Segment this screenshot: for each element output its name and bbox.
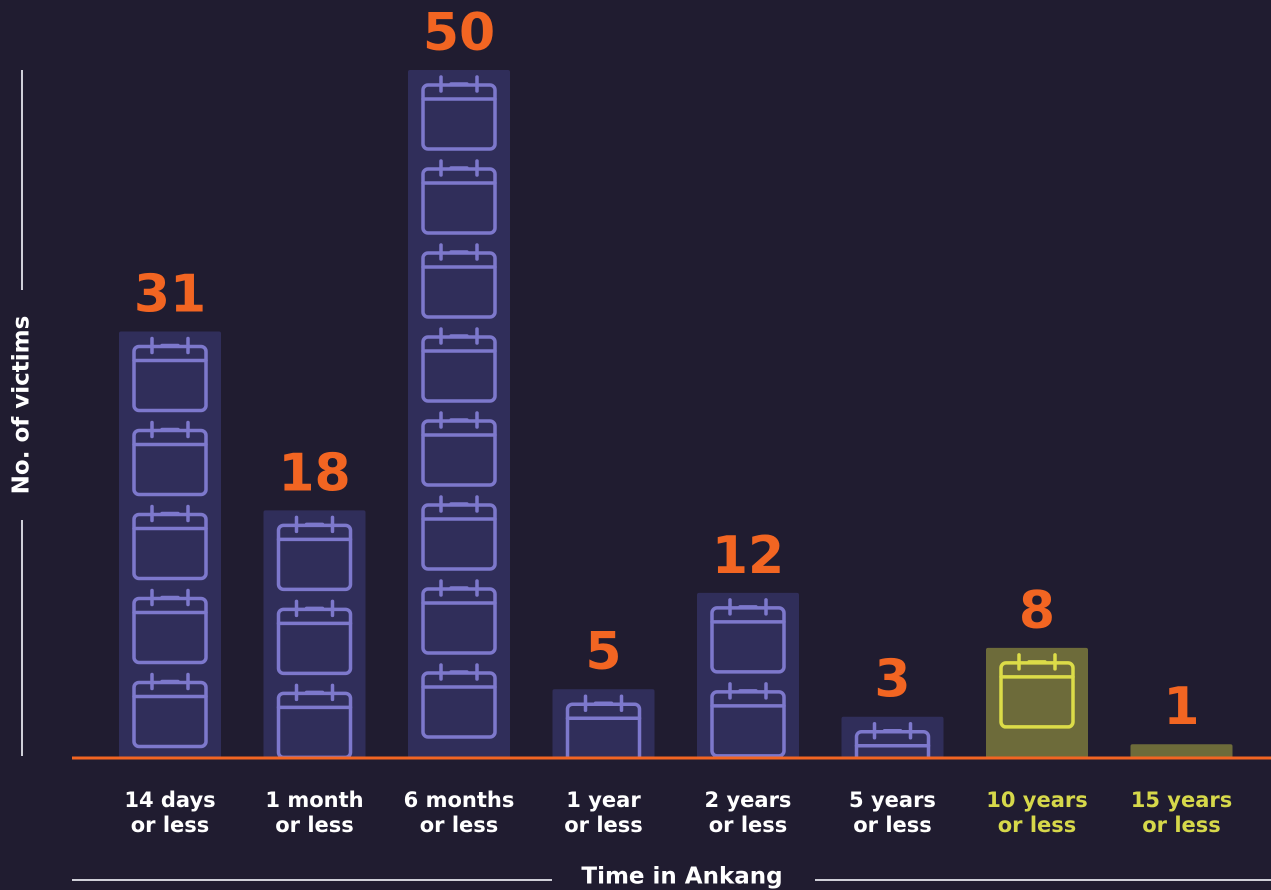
- x-tick-label: 2 years or less: [704, 788, 792, 837]
- x-tick-label: 10 years or less: [986, 788, 1088, 837]
- value-label: 8: [1019, 581, 1055, 641]
- bar-icons: [421, 75, 497, 739]
- x-tick-label: 1 month or less: [265, 788, 364, 837]
- bar-icons: [999, 653, 1075, 729]
- bar: [408, 70, 510, 758]
- x-tick-label: 5 years or less: [849, 788, 936, 837]
- x-tick-label: 14 days or less: [124, 788, 216, 837]
- value-label: 1: [1163, 677, 1199, 737]
- bar: [263, 510, 366, 758]
- value-label: 12: [712, 526, 784, 586]
- x-axis-label: Time in Ankang: [581, 864, 782, 890]
- bar: [1130, 744, 1233, 758]
- bar-icons: [132, 336, 208, 749]
- value-label: 50: [423, 3, 495, 63]
- bar-icons: [710, 598, 786, 758]
- bar: [697, 592, 799, 758]
- y-axis-label: No. of victims: [9, 316, 35, 495]
- bar: [841, 716, 944, 758]
- x-tick-label: 6 months or less: [403, 788, 515, 837]
- bar-icons: [854, 721, 931, 758]
- bar: [119, 331, 221, 758]
- value-label: 18: [278, 443, 350, 503]
- x-tick-label: 1 year or less: [564, 788, 643, 837]
- value-label: 31: [134, 264, 206, 324]
- bar: [552, 689, 655, 758]
- bar-icons: [565, 694, 642, 759]
- value-label: 3: [874, 650, 910, 710]
- value-label: 5: [585, 622, 621, 682]
- x-tick-label: 15 years or less: [1130, 788, 1233, 837]
